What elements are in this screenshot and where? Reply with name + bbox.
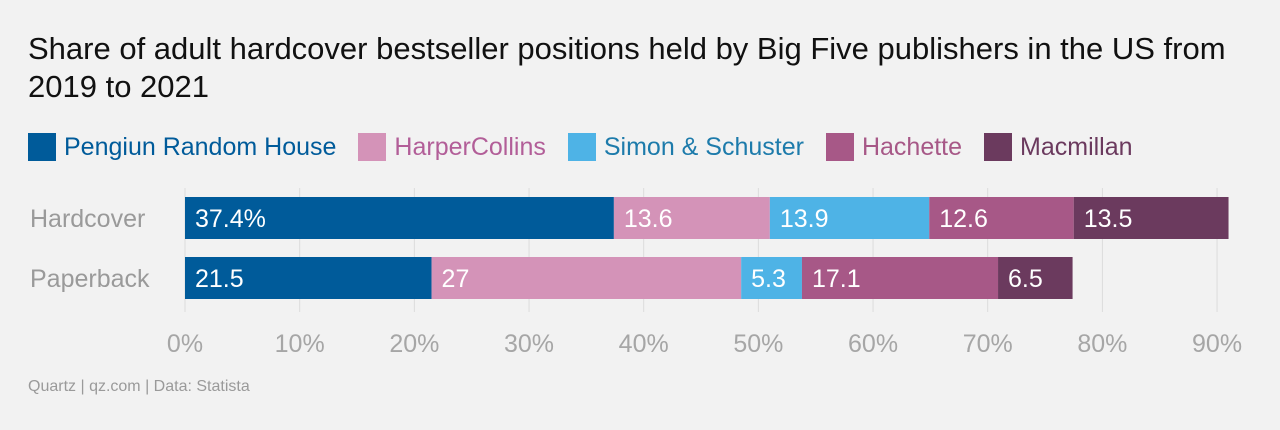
legend-label: Simon & Schuster [603,132,804,161]
legend-item: Simon & Schuster [567,132,804,162]
x-tick-label: 90% [1192,330,1242,358]
legend-swatch [825,133,854,161]
legend-swatch [567,133,596,161]
bar-segment [613,197,770,239]
bar-segment [1073,197,1229,239]
legend-label: Macmillan [1020,132,1133,161]
x-tick-label: 20% [389,330,439,358]
bar-segment [431,257,742,299]
bar-segment [769,197,930,239]
legend-label: HarperCollins [394,132,546,161]
legend-swatch [358,133,387,161]
legend-item: Hachette [825,132,963,162]
data-label: 13.5 [1084,205,1133,233]
legend-swatch [28,133,56,161]
legend-item: Pengiun Random House [28,133,336,162]
legend-item: HarperCollins [358,132,546,162]
legend-label: Pengiun Random House [64,132,337,161]
legend-item: Macmillan [984,133,1133,162]
data-label: 6.5 [1008,265,1043,293]
legend-swatch [984,133,1013,161]
source-footer: Quartz | qz.com | Data: Statista [28,378,250,395]
data-label: 37.4% [195,205,266,233]
data-label: 13.9 [780,205,829,233]
stacked-bar-chart: 0% 10% 20% 30% 40% 50% 60% 70% 80% 90% Hardcover Pa… [30,188,1242,358]
legend-label: Hachette [861,132,963,161]
data-label: 5.3 [751,265,786,293]
category-label: Paperback [30,265,150,293]
bar-segment [185,197,614,239]
data-label: 21.5 [195,265,244,293]
bar-segment [998,257,1073,299]
x-tick-label: 80% [1077,330,1127,358]
x-tick-label: 50% [733,330,783,358]
x-tick-label: 0% [167,330,203,358]
bar-segment [185,257,432,299]
x-tick-label: 60% [848,330,898,358]
category-label: Hardcover [30,205,145,233]
chart-legend: Pengiun Random House HarperCollins Simon &… [28,130,1155,164]
x-tick-label: 10% [275,330,325,358]
chart-title: Share of adult hardcover bestseller posi… [28,31,1226,104]
x-tick-label: 70% [963,330,1013,358]
bar-segment [741,257,802,299]
data-label: 17.1 [812,265,861,293]
data-label: 12.6 [939,205,988,233]
x-tick-label: 30% [504,330,554,358]
data-label: 27 [442,265,470,293]
bar-segment [929,197,1074,239]
x-tick-label: 40% [619,330,669,358]
data-label: 13.6 [624,205,673,233]
bar-segment [801,257,999,299]
